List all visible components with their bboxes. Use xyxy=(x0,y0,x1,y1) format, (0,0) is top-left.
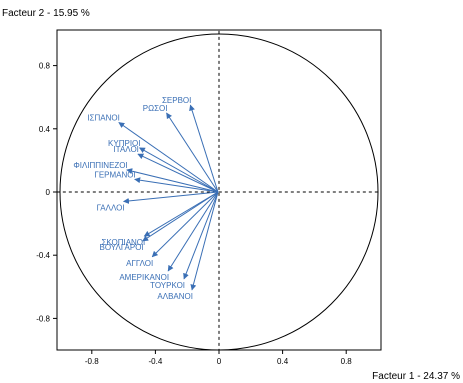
variable-label: ΑΓΓΛΟΙ xyxy=(126,259,153,268)
variable-label: ΙΣΠΑΝΟΙ xyxy=(87,113,120,122)
variable-arrow xyxy=(126,168,219,193)
variable-label: ΚΥΠΡΙΟΙ xyxy=(108,139,140,148)
variable-arrow xyxy=(118,122,219,193)
variable-arrow xyxy=(143,191,219,237)
variable-arrow xyxy=(189,104,219,193)
x-tick-label: -0.4 xyxy=(149,357,163,366)
variable-label: ΤΟΥΡΚΟΙ xyxy=(150,281,185,290)
variable-arrow xyxy=(138,147,219,193)
y-axis-title: Facteur 2 - 15.95 % xyxy=(2,8,90,19)
variable-label: ΓΑΛΛΟΙ xyxy=(97,203,125,212)
variable-label: ΡΩΣΟΙ xyxy=(143,104,168,113)
variable-arrow xyxy=(137,153,219,193)
x-tick-label: -0.8 xyxy=(85,357,99,366)
variable-arrow xyxy=(183,191,219,280)
x-tick-label: 0.4 xyxy=(277,357,289,366)
variable-label: ΓΕΡΜΑΝΟΙ xyxy=(94,170,135,179)
variable-arrow xyxy=(167,191,219,272)
variable-arrow xyxy=(151,191,219,258)
variable-label: ΙΤΑΛΟΙ xyxy=(113,145,138,154)
variable-label: ΑΛΒΑΝΟΙ xyxy=(157,292,193,301)
y-tick-label: 0 xyxy=(46,188,51,197)
y-tick-label: -0.8 xyxy=(36,314,50,323)
y-tick-label: 0.8 xyxy=(39,62,51,71)
variable-arrow xyxy=(142,191,219,242)
y-tick-label: 0.4 xyxy=(39,125,51,134)
variable-arrow xyxy=(166,112,219,193)
variable-label: ΑΜΕΡΙΚΑΝΟΙ xyxy=(119,273,169,282)
y-tick-label: -0.4 xyxy=(36,251,50,260)
variable-label: ΦΙΛΙΠΠΙΝΕΖΟΙ xyxy=(73,161,127,170)
variable-arrow xyxy=(123,191,219,204)
variable-label: ΣΚΟΠΙΑΝΟΙ xyxy=(101,238,145,247)
variable-arrow xyxy=(134,177,219,193)
variable-label: ΣΕΡΒΟΙ xyxy=(162,96,191,105)
x-tick-label: 0 xyxy=(217,357,222,366)
variable-label: ΒΟΥΛΓΑΡΟΙ xyxy=(99,243,143,252)
x-tick-label: 0.8 xyxy=(341,357,353,366)
variable-arrow xyxy=(190,191,219,291)
x-axis-title: Facteur 1 - 24.37 % xyxy=(372,371,460,382)
